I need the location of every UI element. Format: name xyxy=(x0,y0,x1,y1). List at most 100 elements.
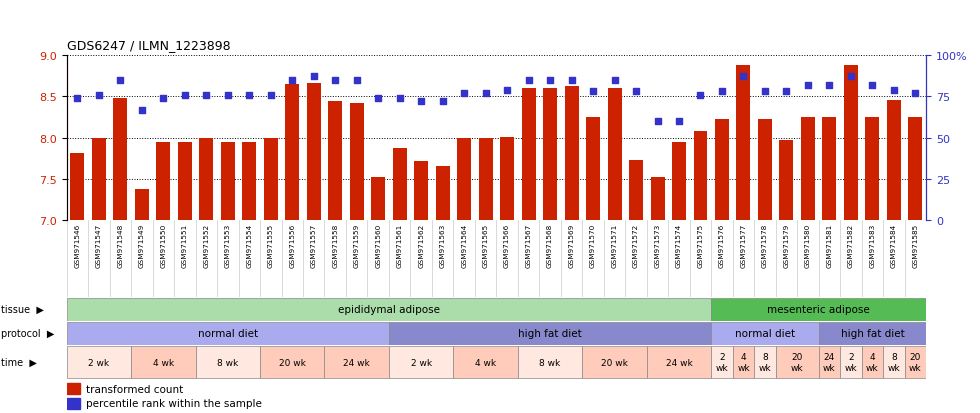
Point xyxy=(241,92,257,99)
Text: normal diet: normal diet xyxy=(735,328,795,338)
Point xyxy=(284,77,300,84)
Point xyxy=(457,90,472,97)
Text: percentile rank within the sample: percentile rank within the sample xyxy=(86,399,262,408)
Bar xyxy=(711,298,926,321)
Bar xyxy=(564,87,578,221)
Text: GSM971563: GSM971563 xyxy=(440,223,446,267)
Text: 8
wk: 8 wk xyxy=(888,353,901,372)
Text: GSM971572: GSM971572 xyxy=(633,223,639,267)
Text: GSM971580: GSM971580 xyxy=(805,223,810,267)
Point xyxy=(864,82,880,89)
Bar xyxy=(307,84,320,221)
Text: 8 wk: 8 wk xyxy=(539,358,561,367)
Bar xyxy=(436,166,450,221)
Point xyxy=(177,92,193,99)
Bar xyxy=(861,346,883,378)
Text: GSM971571: GSM971571 xyxy=(612,223,617,267)
Text: GSM971549: GSM971549 xyxy=(139,223,145,267)
Text: GSM971565: GSM971565 xyxy=(482,223,489,267)
Text: GSM971558: GSM971558 xyxy=(332,223,338,267)
Bar xyxy=(517,346,582,378)
Text: GSM971556: GSM971556 xyxy=(289,223,295,267)
Text: GSM971569: GSM971569 xyxy=(568,223,574,267)
Text: 2 wk: 2 wk xyxy=(88,358,110,367)
Bar xyxy=(905,346,926,378)
Text: GSM971551: GSM971551 xyxy=(182,223,188,267)
Bar xyxy=(157,142,171,221)
Text: tissue  ▶: tissue ▶ xyxy=(1,304,44,314)
Point xyxy=(671,119,687,125)
Bar xyxy=(454,346,517,378)
Bar xyxy=(801,118,815,221)
Text: GSM971578: GSM971578 xyxy=(762,223,768,267)
Bar xyxy=(715,120,729,221)
Text: 8 wk: 8 wk xyxy=(218,358,238,367)
Point xyxy=(800,82,815,89)
Bar xyxy=(586,118,600,221)
Text: time  ▶: time ▶ xyxy=(1,357,37,367)
Point xyxy=(499,87,514,94)
Text: GSM971570: GSM971570 xyxy=(590,223,596,267)
Point xyxy=(306,74,321,81)
Text: normal diet: normal diet xyxy=(198,328,258,338)
Text: protocol  ▶: protocol ▶ xyxy=(1,328,54,338)
Text: GSM971555: GSM971555 xyxy=(268,223,273,267)
Bar xyxy=(779,141,794,221)
Text: GSM971561: GSM971561 xyxy=(397,223,403,267)
Bar xyxy=(92,138,106,221)
Point xyxy=(650,119,665,125)
Bar xyxy=(694,132,708,221)
Point xyxy=(327,77,343,84)
Text: GSM971583: GSM971583 xyxy=(869,223,875,267)
Bar xyxy=(844,66,858,221)
Text: GSM971576: GSM971576 xyxy=(719,223,725,267)
Text: epididymal adipose: epididymal adipose xyxy=(338,304,440,314)
Bar xyxy=(883,346,905,378)
Text: GSM971562: GSM971562 xyxy=(418,223,424,267)
Point xyxy=(134,107,150,114)
Bar xyxy=(672,142,686,221)
Point xyxy=(263,92,278,99)
Bar xyxy=(114,99,127,221)
Bar xyxy=(67,398,79,409)
Text: high fat diet: high fat diet xyxy=(518,328,582,338)
Point xyxy=(542,77,558,84)
Text: GSM971575: GSM971575 xyxy=(698,223,704,267)
Text: GSM971573: GSM971573 xyxy=(655,223,661,267)
Text: GSM971550: GSM971550 xyxy=(161,223,167,267)
Text: 24 wk: 24 wk xyxy=(343,358,370,367)
Bar xyxy=(478,138,493,221)
Bar xyxy=(324,346,389,378)
Bar xyxy=(818,322,926,345)
Bar xyxy=(887,101,901,221)
Bar xyxy=(350,104,364,221)
Bar xyxy=(260,346,324,378)
Bar xyxy=(242,142,256,221)
Point xyxy=(907,90,923,97)
Bar xyxy=(840,346,861,378)
Text: GDS6247 / ILMN_1223898: GDS6247 / ILMN_1223898 xyxy=(67,39,230,52)
Text: 2
wk: 2 wk xyxy=(845,353,858,372)
Text: GSM971557: GSM971557 xyxy=(311,223,317,267)
Point xyxy=(520,77,536,84)
Bar xyxy=(457,138,471,221)
Text: transformed count: transformed count xyxy=(86,384,183,394)
Text: 4
wk: 4 wk xyxy=(866,353,879,372)
Bar xyxy=(71,153,84,221)
Text: GSM971553: GSM971553 xyxy=(224,223,230,267)
Bar xyxy=(67,384,79,394)
Text: 20 wk: 20 wk xyxy=(601,358,628,367)
Text: GSM971577: GSM971577 xyxy=(741,223,747,267)
Bar xyxy=(415,161,428,221)
Text: 20
wk: 20 wk xyxy=(791,353,804,372)
Bar xyxy=(371,178,385,221)
Bar xyxy=(285,85,299,221)
Point xyxy=(585,89,601,95)
Bar xyxy=(521,89,536,221)
Bar xyxy=(393,148,407,221)
Text: GSM971560: GSM971560 xyxy=(375,223,381,267)
Bar xyxy=(733,346,755,378)
Point xyxy=(220,92,235,99)
Text: GSM971568: GSM971568 xyxy=(547,223,553,267)
Text: 4 wk: 4 wk xyxy=(475,358,496,367)
